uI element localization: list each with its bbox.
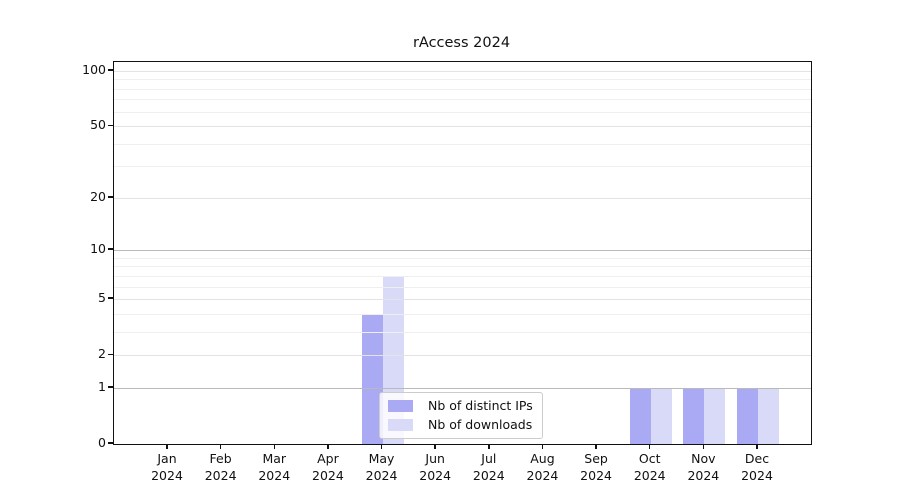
gridline-minor-70 <box>114 99 811 101</box>
y-tick-label-20: 20 <box>90 188 106 204</box>
x-label-month: Nov <box>691 451 716 466</box>
gridline-minor-80 <box>114 88 811 90</box>
gridline-minor-90 <box>114 79 811 81</box>
y-tick-label-1: 1 <box>98 378 106 394</box>
x-label-month: Feb <box>209 451 232 466</box>
x-label-month: Dec <box>744 451 770 466</box>
x-label-year: 2024 <box>151 467 183 483</box>
bar-nov-1 <box>704 387 726 444</box>
x-label-year: 2024 <box>258 467 291 483</box>
x-label-year: 2024 <box>580 467 612 483</box>
y-tick-label-0: 0 <box>98 435 106 450</box>
bar-dec-0 <box>737 387 758 444</box>
legend-label-distinct-ips: Nb of distinct IPs <box>428 398 533 413</box>
gridline-major-20 <box>114 197 811 199</box>
legend-item-downloads: Nb of downloads <box>388 418 533 432</box>
x-label-month: May <box>368 451 395 466</box>
gridline-minor-6 <box>114 286 811 288</box>
legend-swatch-distinct-ips <box>388 400 413 412</box>
x-tick-label-aug: Aug 2024 <box>510 451 574 484</box>
x-label-year: 2024 <box>204 467 237 483</box>
x-label-month: Sep <box>584 451 608 466</box>
gridline-major-100 <box>114 71 811 72</box>
gridline-major-5 <box>114 299 811 301</box>
legend-item-distinct-ips: Nb of distinct IPs <box>388 399 533 413</box>
gridline-major-2 <box>114 355 811 357</box>
x-tick-label-nov: Nov 2024 <box>671 451 735 484</box>
y-tick-label-2: 2 <box>98 346 106 362</box>
x-tick-label-may: May 2024 <box>350 451 414 484</box>
bar-oct-1 <box>650 387 672 444</box>
x-tick-label-sep: Sep 2024 <box>564 451 628 484</box>
bar-oct-0 <box>629 387 651 444</box>
gridline-minor-3 <box>114 331 811 333</box>
x-tick-label-jul: Jul 2024 <box>457 451 521 484</box>
x-label-month: Oct <box>638 451 661 466</box>
x-label-month: Mar <box>262 451 287 466</box>
x-label-year: 2024 <box>526 467 559 483</box>
gridline-minor-60 <box>114 111 811 113</box>
x-label-year: 2024 <box>365 467 398 483</box>
bars-layer <box>114 62 811 444</box>
chart-title: rAccess 2024 <box>412 35 511 51</box>
legend-swatch-downloads <box>388 419 413 431</box>
y-tick-label-100: 100 <box>82 62 106 77</box>
x-label-year: 2024 <box>472 467 505 483</box>
x-label-month: Jun <box>425 451 445 466</box>
x-tick-label-feb: Feb 2024 <box>189 451 253 484</box>
legend: Nb of distinct IPs Nb of downloads <box>379 392 543 439</box>
gridline-minor-4 <box>114 313 811 315</box>
x-label-year: 2024 <box>633 467 666 483</box>
y-tick-label-10: 10 <box>90 241 106 257</box>
x-tick-label-jun: Jun 2024 <box>403 451 467 484</box>
bar-nov-0 <box>683 387 705 444</box>
legend-label-downloads: Nb of downloads <box>428 417 533 432</box>
bar-dec-1 <box>758 387 779 444</box>
gridline-minor-30 <box>114 166 811 168</box>
grid-layer <box>114 62 811 444</box>
gridline-major-1 <box>114 387 811 389</box>
x-label-year: 2024 <box>312 467 344 483</box>
gridline-minor-9 <box>114 257 811 259</box>
x-tick-label-dec: Dec 2024 <box>725 451 789 484</box>
x-label-year: 2024 <box>687 467 720 483</box>
gridline-minor-7 <box>114 275 811 277</box>
gridline-major-10 <box>114 250 811 252</box>
x-tick-label-mar: Mar 2024 <box>242 451 306 484</box>
plot-area <box>113 61 812 445</box>
y-tick-label-5: 5 <box>98 290 106 306</box>
gridline-minor-8 <box>114 266 811 268</box>
x-label-year: 2024 <box>741 467 773 483</box>
x-label-year: 2024 <box>419 467 452 483</box>
bar-may-0 <box>361 313 383 444</box>
x-tick-label-apr: Apr 2024 <box>296 451 360 484</box>
x-tick-label-oct: Oct 2024 <box>618 451 682 484</box>
y-tick-label-50: 50 <box>90 117 106 133</box>
x-label-month: Jan <box>157 451 177 466</box>
x-label-month: Aug <box>530 451 555 466</box>
x-tick-label-jan: Jan 2024 <box>135 451 199 484</box>
gridline-major-50 <box>114 126 811 128</box>
x-label-month: Jul <box>481 451 497 466</box>
x-label-month: Apr <box>317 451 339 466</box>
gridline-minor-40 <box>114 143 811 145</box>
